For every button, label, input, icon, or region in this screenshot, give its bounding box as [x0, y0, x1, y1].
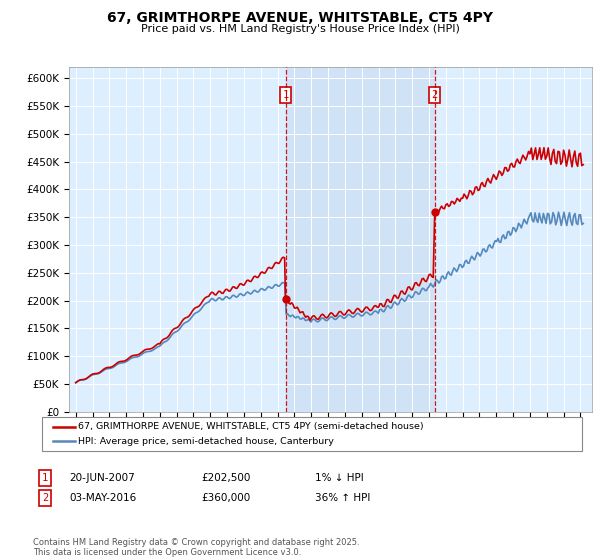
Text: 2: 2: [42, 493, 48, 503]
Text: 2: 2: [431, 90, 438, 100]
Bar: [286, 67, 435, 412]
Text: £360,000: £360,000: [201, 493, 250, 503]
Text: 36% ↑ HPI: 36% ↑ HPI: [315, 493, 370, 503]
Text: 1: 1: [283, 90, 289, 100]
Text: £202,500: £202,500: [201, 473, 250, 483]
Text: Contains HM Land Registry data © Crown copyright and database right 2025.
This d: Contains HM Land Registry data © Crown c…: [33, 538, 359, 557]
Text: 1% ↓ HPI: 1% ↓ HPI: [315, 473, 364, 483]
Text: Price paid vs. HM Land Registry's House Price Index (HPI): Price paid vs. HM Land Registry's House …: [140, 24, 460, 34]
Text: 03-MAY-2016: 03-MAY-2016: [69, 493, 136, 503]
Text: 67, GRIMTHORPE AVENUE, WHITSTABLE, CT5 4PY (semi-detached house): 67, GRIMTHORPE AVENUE, WHITSTABLE, CT5 4…: [78, 422, 424, 431]
Text: 1: 1: [42, 473, 48, 483]
Text: 67, GRIMTHORPE AVENUE, WHITSTABLE, CT5 4PY: 67, GRIMTHORPE AVENUE, WHITSTABLE, CT5 4…: [107, 11, 493, 25]
Text: HPI: Average price, semi-detached house, Canterbury: HPI: Average price, semi-detached house,…: [78, 437, 334, 446]
Text: 20-JUN-2007: 20-JUN-2007: [69, 473, 135, 483]
